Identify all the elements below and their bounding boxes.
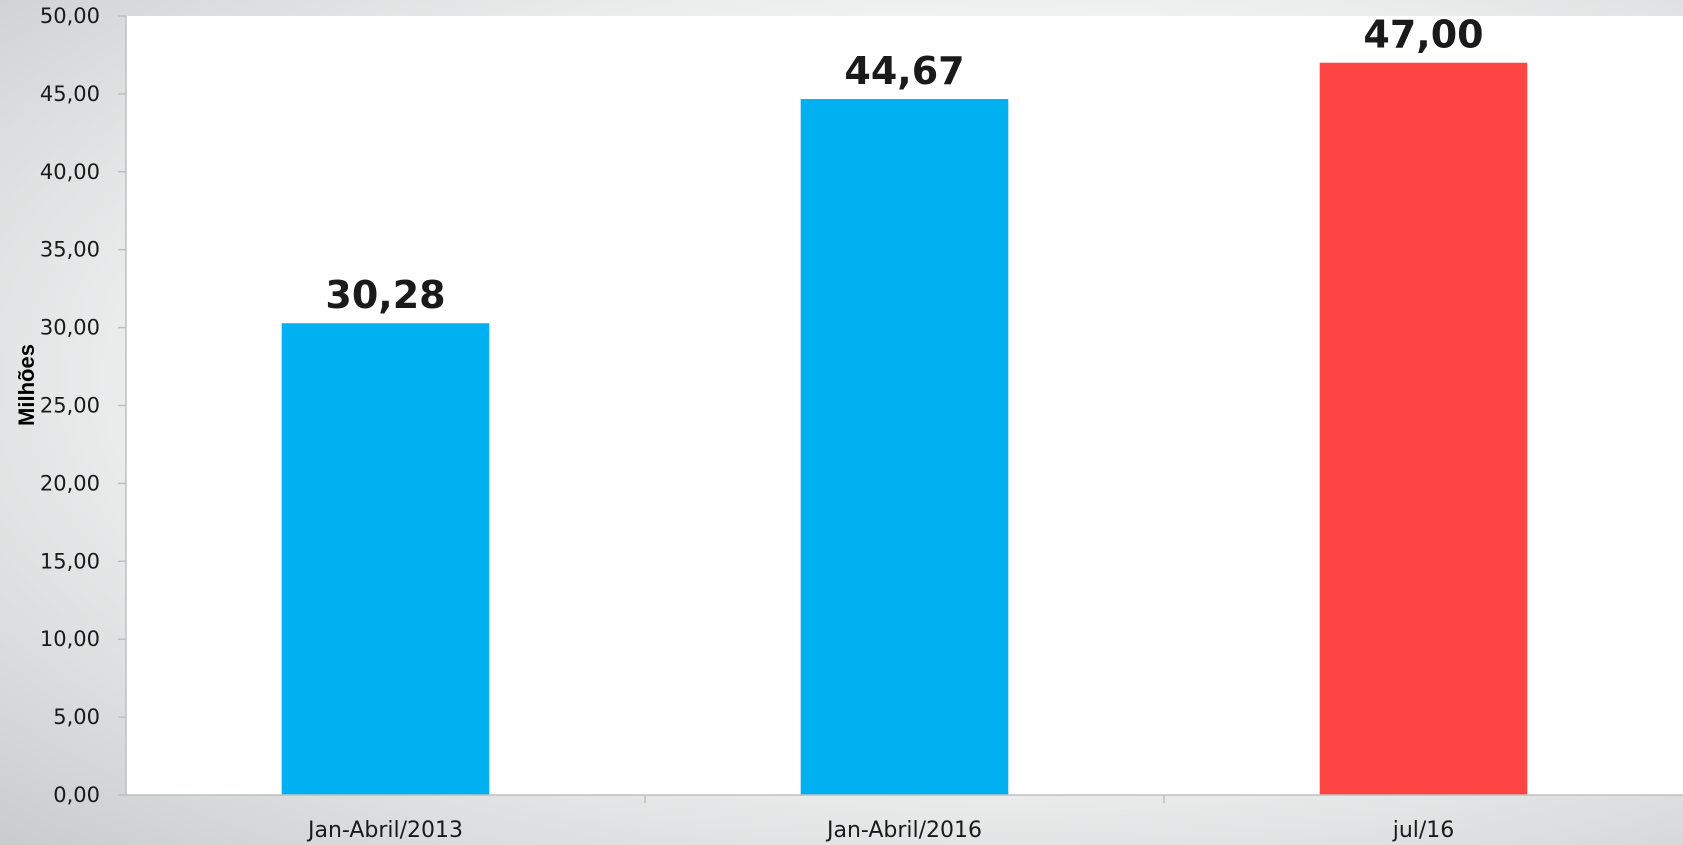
- y-tick-label: 10,00: [40, 627, 100, 651]
- data-labels: 30,28 44,67 47,00: [325, 13, 1483, 317]
- y-tick-label: 45,00: [40, 82, 100, 106]
- y-tick-label: 15,00: [40, 549, 100, 573]
- bar-3: [1319, 62, 1528, 796]
- x-tick-label-3: jul/16: [1392, 818, 1455, 843]
- bars: [281, 62, 1528, 796]
- data-label-3: 47,00: [1363, 13, 1483, 57]
- x-axis: [125, 16, 1683, 803]
- data-label-1: 30,28: [325, 273, 445, 317]
- y-tick-label: 30,00: [40, 316, 100, 340]
- y-axis-title: Milhões: [14, 344, 39, 426]
- y-tick-label: 50,00: [40, 4, 100, 28]
- bar-2: [800, 99, 1009, 796]
- data-label-2: 44,67: [844, 49, 964, 93]
- x-tick-label-1: Jan-Abril/2013: [306, 818, 463, 843]
- bar-1: [281, 323, 490, 795]
- y-tick-label: 0,00: [53, 783, 100, 807]
- y-tick-label: 35,00: [40, 238, 100, 262]
- x-tick-label-2: Jan-Abril/2016: [825, 818, 982, 843]
- y-tick-label: 20,00: [40, 471, 100, 495]
- x-axis-labels: Jan-Abril/2013 Jan-Abril/2016 jul/16: [306, 818, 1454, 843]
- y-tick-label: 25,00: [40, 394, 100, 418]
- y-tick-label: 40,00: [40, 160, 100, 184]
- y-tick-label: 5,00: [53, 705, 100, 729]
- y-axis-ticks: 0,00 5,00 10,00 15,00 20,00 25,00 30,00 35,00 40…: [40, 4, 126, 807]
